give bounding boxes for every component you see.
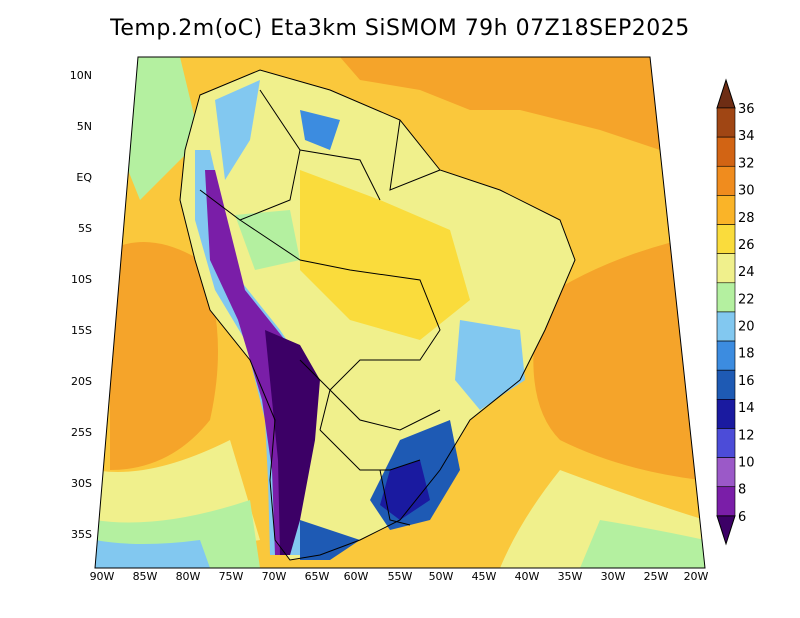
colorbar-segment <box>716 311 736 342</box>
colorbar-label: 26 <box>738 238 755 253</box>
colorbar-label: 12 <box>738 428 755 443</box>
lon-tick-label: 45W <box>472 570 497 583</box>
lat-tick-label: 10N <box>70 69 92 82</box>
longitude-axis: 90W 85W 80W 75W 70W 65W 60W 55W 50W 45W … <box>90 570 709 583</box>
colorbar-label: 10 <box>738 455 755 470</box>
lon-tick-label: 25W <box>644 570 669 583</box>
colorbar-label: 24 <box>738 265 755 280</box>
colorbar-end-cap-low <box>716 515 736 546</box>
colorbar-label: 20 <box>738 320 755 335</box>
colorbar-label: 6 <box>738 510 746 525</box>
colorbar-label: 16 <box>738 374 755 389</box>
lat-tick-label: 5N <box>77 120 92 133</box>
lat-tick-label: 5S <box>78 222 92 235</box>
colorbar-label: 22 <box>738 292 755 307</box>
colorbar-label: 32 <box>738 156 755 171</box>
lat-tick-label: 30S <box>71 477 92 490</box>
colorbar-segment <box>716 369 736 400</box>
colorbar-end-cap-high <box>716 78 736 109</box>
lon-tick-label: 40W <box>515 570 540 583</box>
colorbar-label: 14 <box>738 401 755 416</box>
colorbar-label: 8 <box>738 483 746 498</box>
map-title: Temp.2m(oC) Eta3km SiSMOM 79h 07Z18SEP20… <box>110 16 690 41</box>
lon-tick-label: 75W <box>219 570 244 583</box>
country-borders <box>179 69 576 561</box>
lat-tick-label: 15S <box>71 324 92 337</box>
lat-tick-label: 10S <box>71 273 92 286</box>
lon-tick-label: 70W <box>262 570 287 583</box>
lon-tick-label: 30W <box>601 570 626 583</box>
colorbar-segment <box>716 136 736 167</box>
lon-tick-label: 80W <box>176 570 201 583</box>
colorbar-segment <box>716 340 736 371</box>
colorbar-segment <box>716 428 736 458</box>
colorbar-segment <box>716 457 736 488</box>
colorbar-segment <box>716 224 736 254</box>
colorbar-segment <box>716 195 736 225</box>
lat-tick-label: 20S <box>71 375 92 388</box>
latitude-axis: 10N 5N EQ 5S 10S 15S 20S 25S 30S 35S <box>70 69 93 541</box>
colorbar-label: 34 <box>738 129 755 144</box>
colorbar-segment <box>716 486 736 517</box>
colorbar-label: 30 <box>738 184 755 199</box>
colorbar-label: 36 <box>738 102 755 117</box>
lon-tick-label: 65W <box>305 570 330 583</box>
lon-tick-label: 60W <box>344 570 369 583</box>
lat-tick-label: 25S <box>71 426 92 439</box>
colorbar-segment <box>716 253 736 284</box>
lon-tick-label: 50W <box>429 570 454 583</box>
lon-tick-label: 55W <box>388 570 413 583</box>
temperature-field <box>95 57 705 568</box>
domain-outline <box>94 56 706 569</box>
lon-tick-label: 35W <box>558 570 583 583</box>
colorbar-segment <box>716 399 736 429</box>
lon-tick-label: 90W <box>90 570 115 583</box>
lat-tick-label: 35S <box>71 528 92 541</box>
colorbar-segment <box>716 282 736 313</box>
colorbar-label: 18 <box>738 347 755 362</box>
colorbar-label: 28 <box>738 211 755 226</box>
lon-tick-label: 85W <box>133 570 158 583</box>
colorbar-segment <box>716 107 736 138</box>
lat-tick-label: EQ <box>76 171 92 184</box>
colorbar: 6 8 10 12 14 16 18 20 22 24 26 28 30 32 34 36 <box>716 78 755 546</box>
lon-tick-label: 20W <box>684 570 709 583</box>
colorbar-segment <box>716 165 736 196</box>
